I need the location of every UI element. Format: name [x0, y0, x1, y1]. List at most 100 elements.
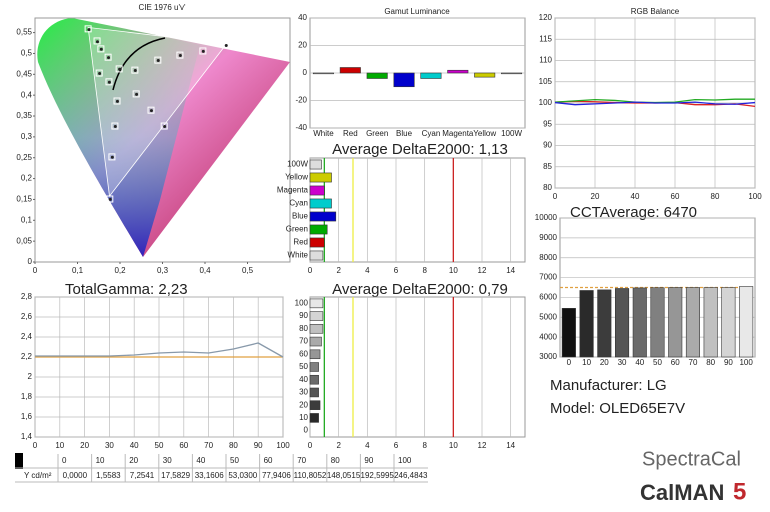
y-tick-label: 2	[28, 372, 33, 381]
x-tick-label: 0	[33, 266, 38, 275]
category-label: Blue	[292, 212, 309, 221]
y-tick-label: 105	[539, 77, 553, 86]
measured-point	[115, 99, 119, 103]
manufacturer: Manufacturer: LG	[550, 377, 667, 394]
measured-point	[95, 40, 99, 44]
chart-title: Average DeltaE2000: 1,13	[332, 141, 508, 158]
category-label: 80	[299, 324, 308, 333]
y-tick-label: 3000	[539, 352, 557, 361]
column-header: 90	[364, 456, 373, 465]
column-header: 30	[163, 456, 172, 465]
x-tick-label: 0	[308, 266, 313, 275]
x-tick-label: 14	[506, 441, 515, 450]
y-tick-label: 115	[539, 34, 552, 43]
planckian-locus	[112, 37, 166, 91]
series-line	[554, 101, 756, 106]
category-label: 10	[299, 413, 308, 422]
y-tick-label: 7000	[539, 273, 557, 282]
y-tick-label: -40	[295, 123, 307, 132]
measured-point	[99, 47, 103, 51]
measured-point	[156, 59, 160, 63]
measured-point	[224, 44, 228, 48]
y-tick-label: 0,5	[21, 49, 33, 58]
column-header: 10	[96, 456, 105, 465]
y-tick-label: 2,2	[21, 352, 33, 361]
bar	[739, 286, 754, 358]
category-label: Cyan	[422, 129, 441, 138]
x-tick-label: 6	[394, 441, 399, 450]
bar	[339, 67, 361, 74]
target-point	[131, 66, 139, 74]
measured-point	[113, 124, 117, 128]
y-tick-label: 8000	[539, 253, 557, 262]
x-tick-label: 50	[155, 441, 164, 450]
y-tick-label: 120	[539, 13, 553, 22]
x-tick-label: 4	[365, 441, 370, 450]
category-label: Magenta	[442, 129, 474, 138]
category-label: 50	[299, 362, 308, 371]
target-point	[113, 97, 121, 105]
y-tick-label: 80	[543, 183, 552, 192]
target-point	[176, 51, 184, 59]
category-label: 30	[618, 358, 627, 367]
plot-frame	[309, 296, 526, 438]
column-header: 50	[230, 456, 239, 465]
column-header: 20	[129, 456, 138, 465]
measured-point	[163, 124, 167, 128]
x-tick-label: 80	[229, 441, 238, 450]
y-tick-label: 110	[539, 56, 552, 65]
reading-value: 77,9406	[262, 471, 291, 480]
x-tick-label: 0,1	[72, 266, 84, 275]
bar	[309, 336, 322, 347]
bar	[309, 211, 337, 222]
bar	[309, 387, 319, 398]
y-tick-label: 0,4	[21, 90, 33, 99]
target-point	[111, 122, 119, 130]
bar	[309, 298, 324, 309]
y-tick-label: 1,6	[21, 412, 33, 421]
category-label: 100	[739, 358, 753, 367]
category-label: Magenta	[277, 186, 309, 195]
y-tick-label: 0,25	[16, 153, 32, 162]
measured-point	[149, 109, 153, 113]
reading-value: 17,5829	[161, 471, 190, 480]
plot-frame	[309, 157, 526, 263]
chart-title: CIE 1976 u'v'	[138, 3, 186, 12]
x-tick-label: 10	[449, 266, 458, 275]
measured-point	[178, 54, 182, 58]
x-tick-label: 10	[55, 441, 64, 450]
y-tick-label: 0	[28, 257, 33, 266]
category-label: 50	[653, 358, 662, 367]
x-tick-label: 4	[365, 266, 370, 275]
column-header: 80	[331, 456, 340, 465]
y-tick-label: 0,3	[21, 132, 33, 141]
target-point	[105, 78, 113, 86]
y-tick-label: 2,4	[21, 332, 33, 341]
chart-title: RGB Balance	[631, 7, 680, 16]
bar	[366, 72, 388, 79]
target-point	[84, 25, 92, 33]
target-point	[108, 153, 116, 161]
bar	[703, 287, 718, 358]
category-label: 100	[295, 298, 309, 307]
target-point	[93, 37, 101, 45]
bar	[309, 324, 324, 334]
bar	[309, 159, 322, 170]
reading-value: 246,4843	[394, 471, 428, 480]
measured-point	[107, 56, 111, 60]
bar	[309, 237, 325, 248]
y-tick-label: 0,2	[21, 174, 33, 183]
y-tick-label: 5000	[539, 312, 557, 321]
x-tick-label: 40	[631, 192, 640, 201]
category-label: White	[288, 251, 309, 260]
y-tick-label: 95	[543, 119, 552, 128]
bar	[393, 72, 415, 88]
chart-title: CCTAverage: 6470	[570, 204, 697, 221]
measured-point	[135, 92, 139, 96]
target-point	[106, 195, 114, 203]
bar	[309, 349, 321, 360]
chart-title: Gamut Luminance	[384, 7, 450, 16]
row-label: Y cd/m²	[24, 471, 52, 480]
spectral-locus-shade	[37, 18, 200, 257]
reading-value: 110,8052	[294, 471, 327, 480]
